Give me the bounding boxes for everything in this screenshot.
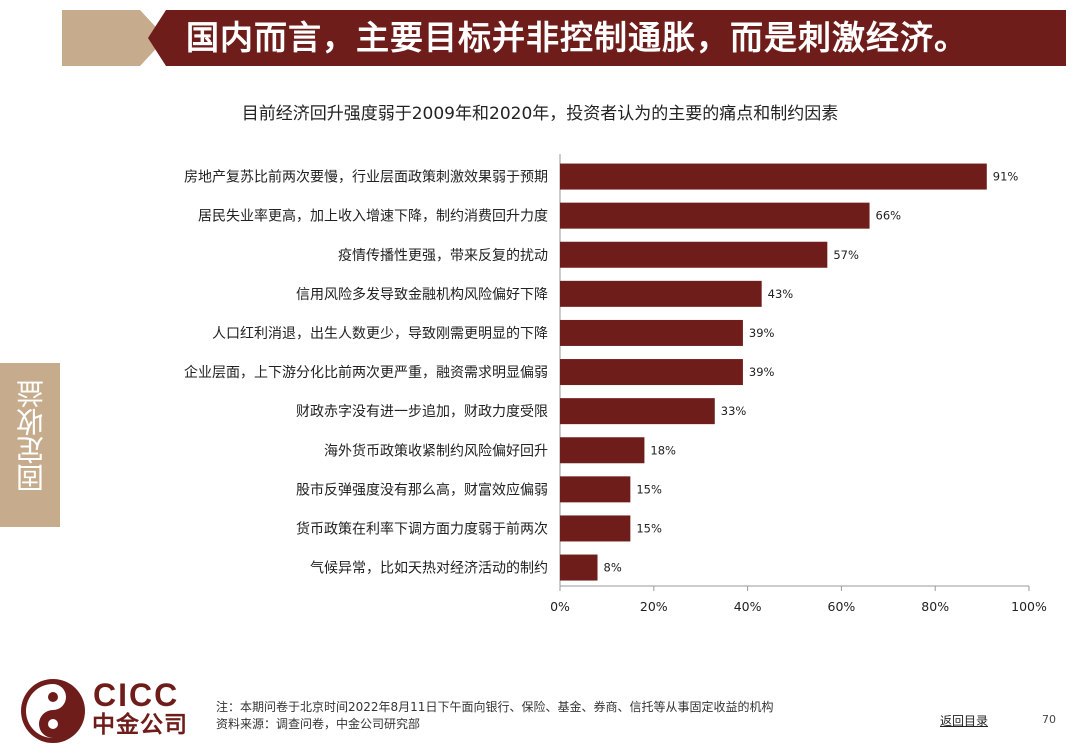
data-label: 33% [721, 404, 747, 418]
category-label: 疫情传播性更强，带来反复的扰动 [338, 247, 548, 264]
category-label: 信用风险多发导致金融机构风险偏好下降 [296, 286, 548, 303]
bar [560, 398, 715, 425]
source-note: 资料来源：调查问卷，中金公司研究部 [216, 717, 421, 731]
category-label: 海外货币政策收紧制约风险偏好回升 [324, 442, 548, 459]
x-tick-label: 40% [734, 599, 762, 614]
logo-text-cn: 中金公司 [92, 712, 188, 738]
data-label: 57% [833, 248, 859, 262]
data-label: 18% [650, 443, 676, 457]
data-label: 66% [876, 209, 902, 223]
category-label: 房地产复苏比前两次要慢，行业层面政策刺激效果弱于预期 [184, 169, 548, 186]
header-accent-block [62, 10, 140, 66]
bar [560, 437, 645, 464]
back-to-contents-link[interactable]: 返回目录 [940, 714, 989, 728]
bar [560, 280, 762, 307]
x-tick-label: 100% [1011, 599, 1047, 614]
data-label: 39% [749, 365, 775, 379]
cicc-logo-icon [21, 679, 85, 743]
section-side-tab [0, 363, 60, 527]
bar [560, 202, 870, 229]
data-label: 43% [768, 287, 794, 301]
bar [560, 241, 828, 268]
bar [560, 359, 743, 386]
category-label: 气候异常，比如天热对经济活动的制约 [310, 561, 548, 577]
bar [560, 554, 598, 581]
header-bar [148, 10, 1066, 66]
footnote: 注：本期问卷于北京时间2022年8月11日下午面向银行、保险、基金、券商、信托等… [216, 700, 774, 714]
x-tick-label: 60% [828, 599, 856, 614]
category-label: 企业层面，上下游分化比前两次更严重，融资需求明显偏弱 [184, 364, 548, 381]
category-label: 居民失业率更高，加上收入增速下降，制约消费回升力度 [198, 208, 548, 225]
bar [560, 163, 987, 190]
category-label: 股市反弹强度没有那么高，财富效应偏弱 [296, 481, 548, 498]
data-label: 15% [636, 482, 662, 496]
data-label: 91% [993, 170, 1019, 184]
x-tick-label: 20% [640, 599, 668, 614]
x-tick-label: 0% [550, 599, 570, 614]
bar [560, 515, 631, 542]
bar [560, 319, 743, 346]
page-number: 70 [1042, 713, 1056, 726]
data-label: 15% [636, 521, 662, 535]
page-title: 国内而言，主要目标并非控制通胀，而是刺激经济。 [186, 18, 968, 57]
data-label: 39% [749, 326, 775, 340]
bar [560, 476, 631, 503]
data-label: 8% [604, 561, 622, 575]
logo-text-en: CICC [93, 677, 180, 713]
chart-title: 目前经济回升强度弱于2009年和2020年，投资者认为的主要的痛点和制约因素 [241, 104, 839, 124]
x-tick-label: 80% [921, 599, 949, 614]
category-label: 财政赤字没有进一步追加，财政力度受限 [296, 404, 548, 420]
category-label: 人口红利消退，出生人数更少，导致刚需更明显的下降 [212, 326, 548, 342]
category-label: 货币政策在利率下调方面力度弱于前两次 [296, 520, 548, 537]
